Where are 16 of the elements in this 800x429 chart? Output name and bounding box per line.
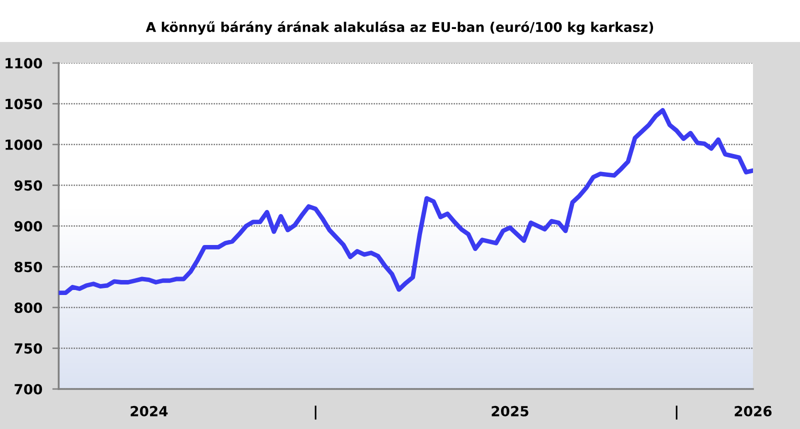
x-tick-label: | [314, 406, 316, 420]
x-tick-label: 2025 [492, 406, 528, 416]
x-tick-label: | [676, 406, 678, 420]
x-tick-label: 2026 [734, 406, 772, 416]
x-tick-label: 2024 [130, 406, 168, 416]
y-tick-label: 800 [14, 302, 42, 313]
y-tick-label: 1000 [6, 139, 42, 150]
y-tick-label: 950 [14, 180, 42, 191]
y-tick-label: 700 [14, 384, 42, 394]
y-tick-label: 900 [14, 220, 42, 232]
chart-title: A könnyű bárány árának alakulása az EU-ban (euró/100 kg karkasz) [146, 21, 654, 35]
y-tick-label: 1050 [6, 98, 42, 110]
y-tick-label: 750 [14, 343, 42, 354]
line-series [58, 108, 753, 296]
y-tick-label: 850 [14, 262, 42, 272]
y-tick-label: 1100 [6, 58, 42, 68]
